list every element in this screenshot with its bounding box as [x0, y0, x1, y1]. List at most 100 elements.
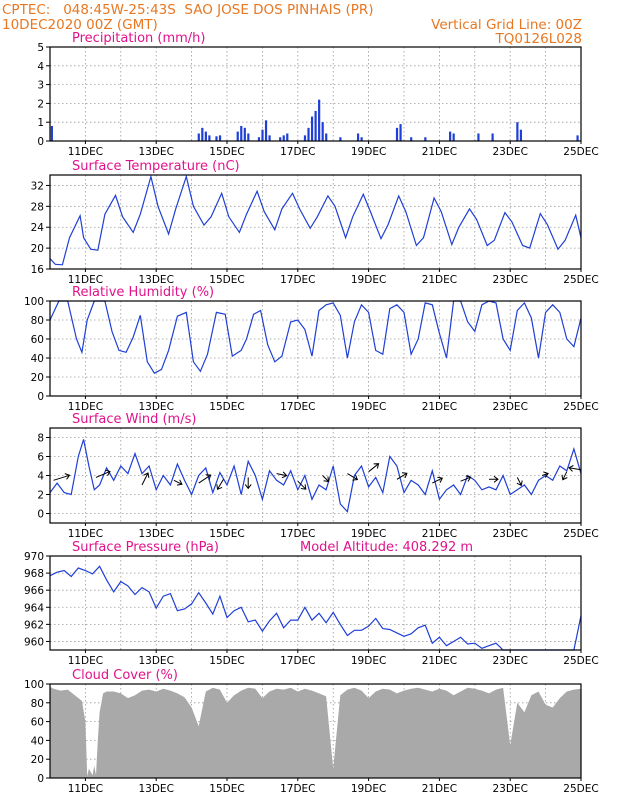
cloud-cover-ytick-label: 60	[31, 717, 44, 729]
precipitation-bar	[197, 133, 200, 141]
precipitation-xtick-label: 17DEC	[280, 146, 315, 158]
wind-direction-arrow	[141, 472, 150, 486]
wind-frame	[49, 427, 582, 524]
pressure-xtick-label: 25DEC	[563, 655, 598, 667]
wind-ytick-label: 2	[37, 490, 44, 502]
precipitation-panel: 0 1 2 3 4 5 11DEC 13DEC 15DEC 17DEC 19DEC 21DEC 23DE…	[37, 31, 598, 158]
wind-direction-arrow	[95, 469, 111, 478]
precipitation-xtick-label: 21DEC	[422, 146, 457, 158]
precipitation-bar	[257, 137, 261, 141]
pressure-xtick-label: 17DEC	[280, 655, 315, 667]
temperature-line	[49, 174, 582, 266]
wind-title: Surface Wind (m/s)	[72, 412, 196, 427]
humidity-xtick-label: 23DEC	[492, 401, 527, 413]
wind-direction-arrow	[276, 471, 288, 479]
cloud-cover-xtick-label: 17DEC	[280, 783, 315, 795]
pressure-ytick-label: 966	[24, 585, 44, 597]
header-grid-note: Vertical Grid Line: 00Z	[431, 17, 582, 33]
cloud-cover-ytick-label: 100	[24, 679, 44, 691]
pressure-frame	[49, 555, 582, 651]
precipitation-bar	[318, 99, 321, 141]
wind-xtick-label: 23DEC	[492, 528, 527, 540]
precipitation-ytick-label: 1	[37, 117, 44, 129]
wind-direction-arrow	[489, 475, 499, 483]
wind-direction-arrow	[244, 477, 252, 490]
precipitation-bar	[279, 137, 282, 141]
precipitation-bar	[264, 120, 268, 141]
humidity-xtick-label: 25DEC	[563, 401, 598, 413]
humidity-panel: 0 20 40 60 80 100 11DEC 13DEC 15DEC 17DEC 19DEC 21D…	[24, 285, 599, 413]
pressure-xtick-label: 13DEC	[138, 655, 173, 667]
precipitation-ytick-label: 4	[37, 61, 44, 73]
humidity-ytick-label: 20	[31, 372, 44, 384]
precipitation-bar	[204, 131, 207, 141]
header-location: CPTEC: 048:45W-25:43S SAO JOSE DOS PINHA…	[2, 2, 374, 18]
precipitation-bar	[576, 135, 579, 141]
cloud-cover-xtick-label: 11DEC	[68, 783, 103, 795]
wind-direction-arrow	[561, 471, 568, 481]
pressure-ytick-label: 962	[24, 619, 44, 631]
cloud-cover-xtick-label: 15DEC	[209, 783, 244, 795]
wind-direction-arrow	[541, 471, 549, 478]
pressure-ytick-label: 960	[24, 636, 44, 648]
humidity-frame	[49, 300, 582, 397]
precipitation-bar	[236, 131, 239, 141]
cloud-cover-xtick-label: 19DEC	[351, 783, 386, 795]
humidity-ytick-label: 100	[24, 296, 44, 308]
wind-direction-arrow	[198, 474, 212, 484]
precipitation-bar	[215, 136, 218, 141]
precipitation-bar	[452, 133, 455, 141]
precipitation-bar	[410, 137, 413, 141]
precipitation-bar	[339, 137, 342, 141]
temperature-ytick-label: 24	[31, 222, 45, 234]
precipitation-bar	[208, 135, 211, 141]
cloud-cover-ytick-label: 80	[31, 698, 44, 710]
precipitation-bar	[314, 110, 317, 141]
humidity-xtick-label: 17DEC	[280, 401, 315, 413]
cloud-cover-panel: 0 20 40 60 80 100 11DEC 13DEC 15DEC 17DEC 19DEC 21D…	[24, 668, 599, 795]
precipitation-bar	[303, 135, 307, 141]
cloud-cover-xtick-label: 13DEC	[138, 783, 173, 795]
temperature-xtick-label: 19DEC	[351, 274, 386, 286]
wind-xtick-label: 25DEC	[563, 528, 598, 540]
temperature-ytick-label: 32	[31, 180, 44, 192]
precipitation-bar	[519, 129, 523, 141]
wind-direction-arrow	[568, 465, 582, 472]
wind-ytick-label: 8	[37, 433, 44, 445]
precipitation-title: Precipitation (mm/h)	[72, 31, 205, 46]
pressure-line	[49, 565, 582, 651]
precipitation-xtick-label: 23DEC	[492, 146, 527, 158]
precipitation-bar	[491, 133, 494, 141]
wind-direction-arrow	[53, 473, 71, 481]
temperature-frame	[49, 174, 582, 270]
cloud-cover-title: Cloud Cover (%)	[72, 668, 178, 683]
pressure-xtick-label: 15DEC	[209, 655, 244, 667]
humidity-ytick-label: 0	[37, 391, 44, 403]
humidity-xtick-label: 19DEC	[351, 401, 386, 413]
wind-direction-arrow	[368, 463, 380, 473]
wind-line	[49, 439, 582, 513]
humidity-line	[49, 300, 582, 374]
cloud-cover-ytick-label: 0	[37, 773, 44, 785]
precipitation-bar	[395, 127, 399, 141]
precipitation-bar	[516, 122, 519, 141]
precipitation-bar	[310, 116, 314, 141]
precipitation-xtick-label: 13DEC	[138, 146, 173, 158]
precipitation-ytick-label: 5	[37, 42, 44, 54]
wind-direction-arrow	[322, 475, 330, 483]
humidity-ytick-label: 80	[31, 315, 44, 327]
precipitation-bar	[240, 125, 243, 141]
precipitation-bar	[201, 127, 204, 141]
pressure-panel: 960 962 964 966 968 970 11DEC 13DEC 15DEC 17DEC 19…	[24, 540, 599, 667]
precipitation-bar	[247, 133, 250, 141]
precipitation-bar	[360, 137, 363, 141]
wind-xtick-label: 13DEC	[138, 528, 173, 540]
precipitation-bar	[307, 127, 310, 141]
precipitation-ytick-label: 2	[37, 98, 44, 110]
wind-ytick-label: 4	[37, 471, 44, 483]
pressure-xtick-label: 19DEC	[351, 655, 386, 667]
wind-direction-arrow	[396, 472, 408, 480]
pressure-ytick-label: 970	[24, 551, 44, 563]
wind-xtick-label: 21DEC	[422, 528, 457, 540]
